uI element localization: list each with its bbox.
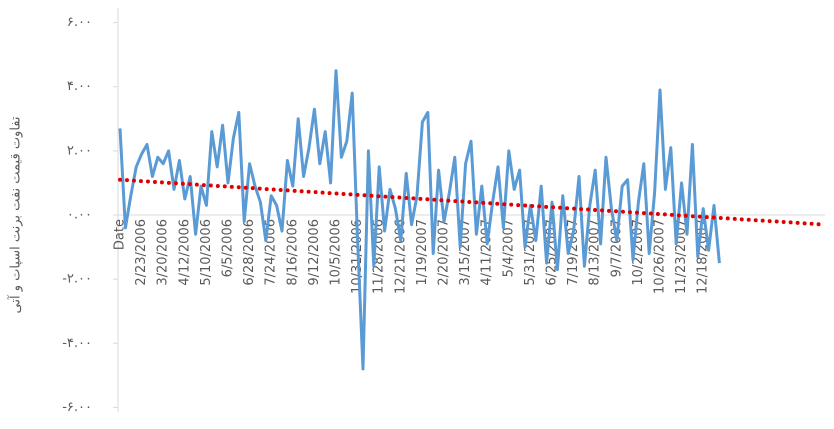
y-tick-label: ۲.۰۰ (67, 143, 92, 158)
data-line (118, 69, 721, 371)
x-tick-label: 4/11/2007 (480, 219, 495, 286)
x-tick-label: Date (113, 219, 128, 250)
y-tick-label: ۶.۰۰ (67, 15, 92, 30)
x-tick-label: 7/19/2007 (566, 219, 581, 286)
x-tick-label: 9/7/2007 (609, 219, 624, 277)
x-tick-label: 3/20/2006 (156, 219, 171, 286)
x-tick-label: 2/20/2007 (437, 219, 452, 286)
x-tick-label: 10/5/2006 (329, 219, 344, 286)
y-tick-label: -۴.۰۰ (62, 336, 92, 351)
y-tick-label: -۲.۰۰ (62, 272, 92, 287)
x-tick-label: 1/19/2007 (415, 219, 430, 286)
y-tick-label: ۴.۰۰ (67, 79, 92, 94)
y-tick-label: ۰.۰۰ (67, 208, 92, 223)
x-tick-label: 6/5/2006 (221, 219, 236, 277)
y-tick-label: -۶.۰۰ (62, 400, 92, 415)
y-axis-title: تفاوت قیمت نفت برنت اسپات و آتی (7, 116, 24, 313)
x-tick-label: 8/16/2006 (285, 219, 300, 286)
x-tick-label: 2/23/2006 (134, 219, 149, 286)
x-tick-label: 10/26/2007 (653, 219, 668, 294)
trendline (118, 177, 827, 227)
x-tick-label: 5/4/2007 (501, 219, 516, 277)
x-tick-label: 9/12/2006 (307, 219, 322, 286)
x-tick-label: 12/21/2006 (393, 219, 408, 294)
x-tick-label: 5/10/2006 (199, 219, 214, 286)
x-tick-label: 6/28/2006 (242, 219, 257, 286)
x-tick-label: 4/12/2006 (177, 219, 192, 286)
